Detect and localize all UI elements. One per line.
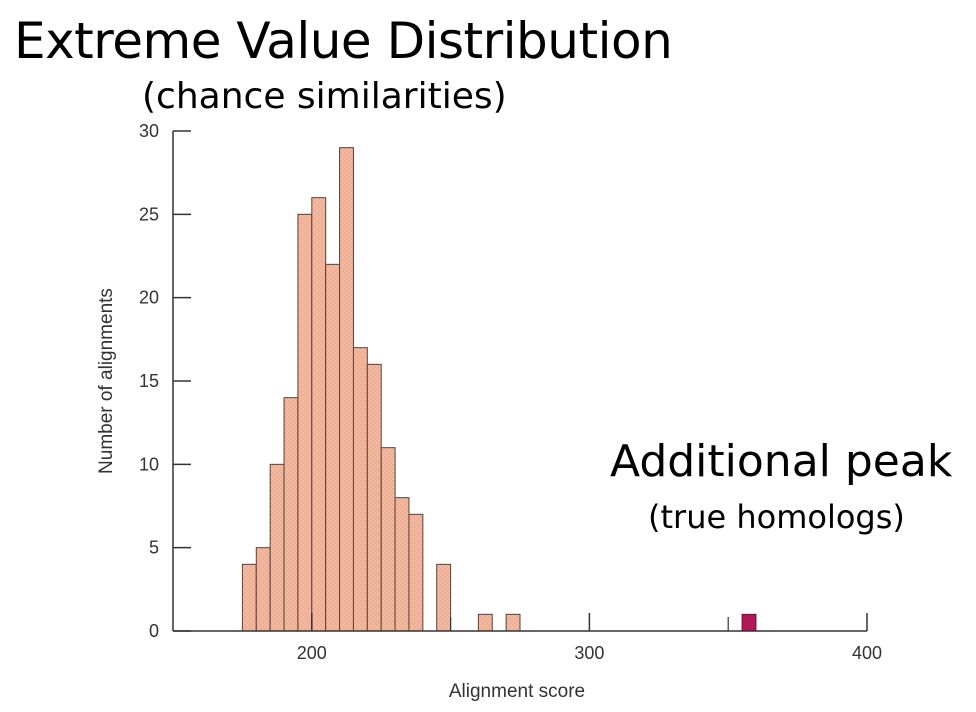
histogram-bar	[366, 363, 382, 632]
histogram-bar	[394, 497, 410, 632]
bars-group	[241, 147, 757, 632]
y-tick-label: 25	[139, 204, 159, 224]
axes-group: 0 5 10 15 20 25 30 200 300 400	[139, 121, 882, 663]
histogram-bar	[283, 397, 299, 632]
histogram-bar	[477, 613, 493, 632]
y-tick-label: 0	[149, 621, 159, 641]
histogram-bar	[325, 263, 341, 632]
histogram-bar	[380, 447, 396, 632]
y-tick-label: 15	[139, 371, 159, 391]
histogram-bar	[408, 513, 424, 632]
y-tick-label: 5	[149, 538, 159, 558]
x-tick-label: 300	[574, 643, 604, 663]
y-tick-label: 30	[139, 121, 159, 141]
y-tick-label: 10	[139, 454, 159, 474]
histogram-bar	[269, 463, 285, 632]
histogram-bar	[436, 563, 452, 632]
histogram-bar	[311, 197, 327, 632]
chart-subtitle: (chance similarities)	[142, 76, 507, 117]
x-axis-title: Alignment score	[449, 681, 585, 702]
x-tick-label: 200	[297, 643, 327, 663]
annotation-true-homologs: (true homologs)	[648, 498, 905, 536]
histogram-bar	[352, 347, 368, 632]
annotation-additional-peak: Additional peak	[610, 436, 953, 487]
chart-title: Extreme Value Distribution	[14, 12, 673, 70]
x-tick-label: 400	[852, 643, 882, 663]
histogram-bar	[241, 563, 257, 632]
y-tick-label: 20	[139, 288, 159, 308]
histogram-bar	[297, 213, 313, 632]
homolog-bar	[741, 613, 757, 632]
histogram-bar	[255, 547, 271, 632]
histogram-bar	[505, 613, 521, 632]
histogram-bar	[339, 147, 354, 632]
y-axis-title: Number of alignments	[96, 288, 117, 474]
